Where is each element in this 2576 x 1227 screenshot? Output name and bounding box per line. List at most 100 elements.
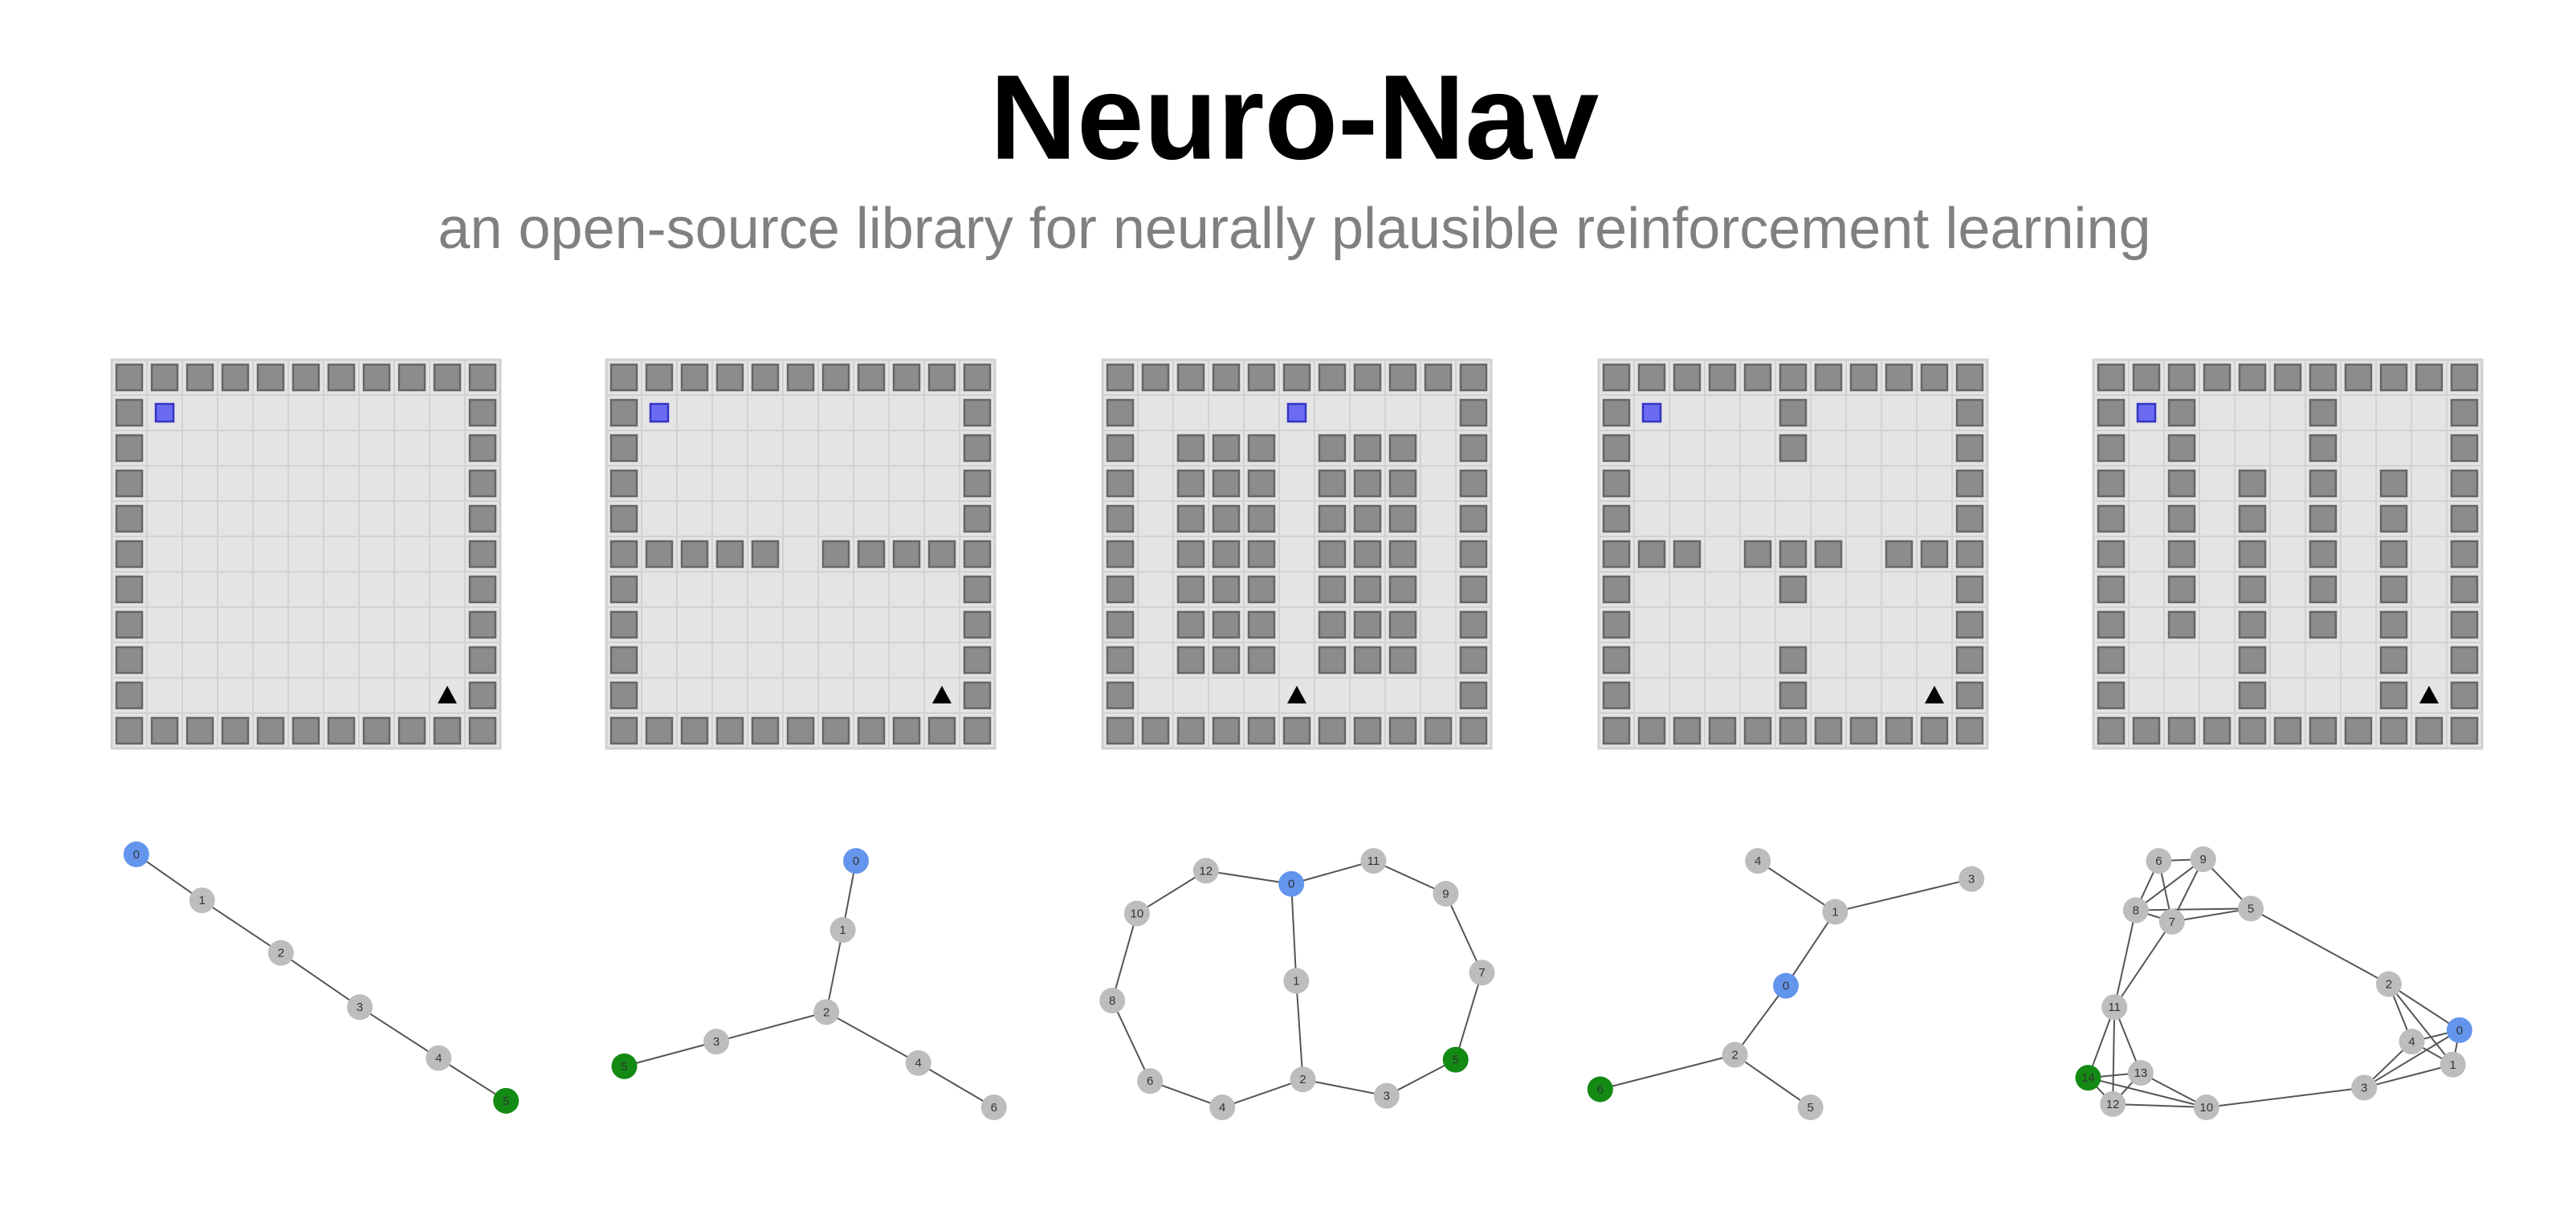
wall [1920,716,1949,745]
wall [1459,469,1488,498]
wall [2167,610,2196,639]
wall [2309,610,2338,639]
wall [1176,716,1205,745]
wall [1673,716,1702,745]
wall [1353,646,1382,675]
wall [1424,363,1453,392]
wall [1955,504,1984,533]
wall [1106,575,1135,604]
graph-edge [1785,911,1836,987]
wall [786,716,815,745]
node-label: 11 [2108,1001,2121,1014]
graph-edge [1221,1078,1303,1108]
wall [2167,575,2196,604]
wall [1955,575,1984,604]
grid-world [2092,358,2484,750]
node-label: 4 [1755,854,1761,868]
wall [2309,575,2338,604]
wall [256,716,285,745]
graph-edge [1373,860,1446,895]
graph-edge [359,1006,439,1059]
wall [2379,540,2408,569]
wall [468,681,497,710]
wall [751,540,780,569]
wall [2167,504,2196,533]
wall [2450,681,2479,710]
graph-node [1099,988,1126,1014]
graph-edge [624,1041,717,1067]
wall [1106,681,1135,710]
wall [1176,434,1205,463]
graph-edge [2171,907,2252,923]
wall [1176,646,1205,675]
wall [1318,716,1347,745]
state-graph: 0 1 2 3 4 5 6 [611,848,1007,1121]
wall [1176,504,1205,533]
wall [2450,363,2479,392]
wall [2167,716,2196,745]
wall [609,434,638,463]
node-label: 3 [1384,1090,1390,1103]
wall [2097,504,2126,533]
wall [2379,716,2408,745]
graph-node [2101,994,2128,1021]
wall [1779,398,1808,427]
wall [2238,716,2267,745]
wall [1424,716,1453,745]
wall [115,681,144,710]
grid-world [1597,358,1989,750]
goal [2419,686,2439,703]
graph-edge [2206,1086,2365,1108]
wall [2238,610,2267,639]
graph-edge [1295,980,1304,1080]
wall [892,716,921,745]
wall [1885,363,1914,392]
graph-edge [1111,913,1138,1001]
node-label: 6 [1147,1074,1153,1088]
node-label: 3 [357,1001,363,1014]
wall [2238,504,2267,533]
wall [2309,434,2338,463]
wall [1459,504,1488,533]
wall [1885,540,1914,569]
node-label: 5 [621,1060,627,1074]
graph-node [1278,870,1305,897]
wall [433,363,462,392]
wall [1212,434,1241,463]
graph-node [980,1095,1007,1121]
graph-edge [2363,1063,2453,1089]
wall [1353,469,1382,498]
wall [963,681,992,710]
wall [1602,646,1631,675]
wall [1247,469,1276,498]
wall [1955,716,1984,745]
graph-node [905,1050,931,1076]
wall [1247,575,1276,604]
wall [2097,716,2126,745]
agent [1641,402,1662,423]
wall [2203,716,2232,745]
node-label: 0 [1783,980,1789,993]
wall [2238,469,2267,498]
graph-node [2075,1065,2101,1091]
wall [221,363,250,392]
wall [1106,398,1135,427]
graph-node [2375,971,2402,997]
wall [2450,469,2479,498]
wall [1106,646,1135,675]
graph-node [1283,968,1310,994]
title: Neuro-Nav [990,50,1600,185]
node-label: 6 [2155,854,2162,868]
graph-node [829,917,856,944]
wall [468,716,497,745]
wall [1779,540,1808,569]
wall [221,716,250,745]
wall [1106,434,1135,463]
wall [115,398,144,427]
wall [2309,398,2338,427]
wall [1388,610,1417,639]
wall [468,363,497,392]
graph-edge [715,1011,827,1043]
graph-node [1797,1095,1824,1121]
